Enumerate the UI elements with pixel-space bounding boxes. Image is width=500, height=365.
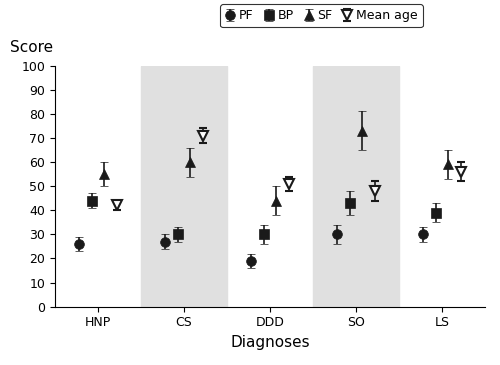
Legend: PF, BP, SF, Mean age: PF, BP, SF, Mean age <box>220 4 423 27</box>
Bar <box>313 66 399 307</box>
Bar <box>141 66 227 307</box>
Text: Score: Score <box>10 40 53 55</box>
X-axis label: Diagnoses: Diagnoses <box>230 335 310 350</box>
